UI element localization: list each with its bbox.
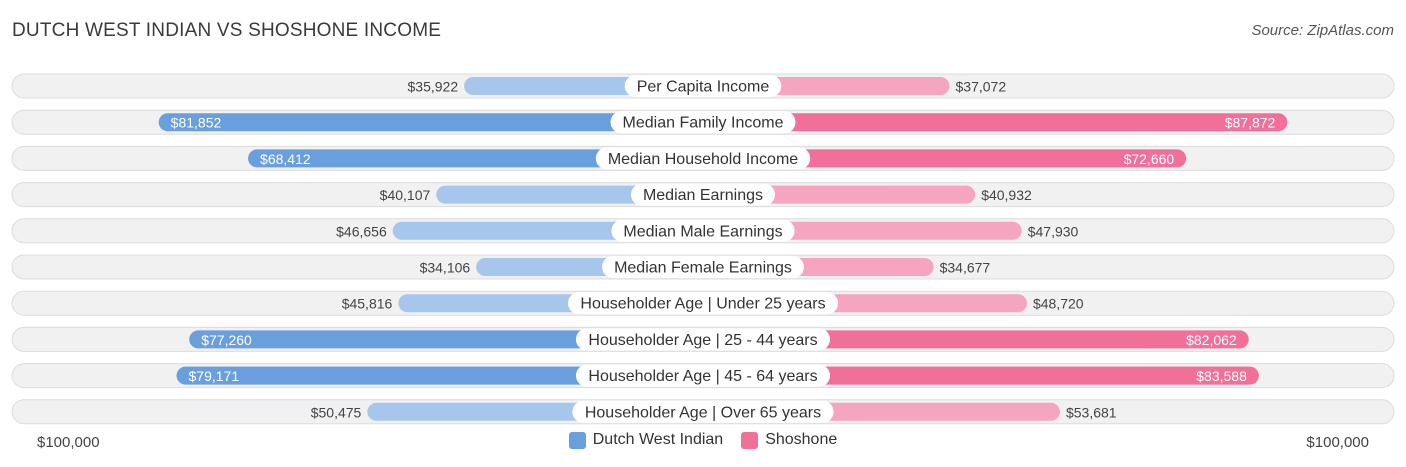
axis-left-label: $100,000	[37, 434, 100, 451]
diverging-bar-chart: $35,922 $37,072 Per Capita Income $81,852 $8…	[11, 73, 1395, 425]
value-label-dutch-west-indian-median-male-earnings: $46,656	[336, 223, 387, 239]
value-label-shoshone-median-earnings: $40,932	[981, 187, 1032, 203]
legend-swatch-shoshone	[741, 431, 759, 449]
category-pill-median-family-income	[610, 111, 796, 134]
category-label-median-male-earnings: Median Male Earnings	[623, 223, 782, 240]
bar-shoshone-householder-age-25-44-years	[703, 330, 1249, 349]
category-pill-median-male-earnings	[611, 219, 795, 242]
source-note: Source: ZipAtlas.com	[1251, 22, 1394, 39]
value-label-dutch-west-indian-median-earnings: $40,107	[380, 187, 431, 203]
category-label-median-household-income: Median Household Income	[608, 151, 798, 168]
legend-item-shoshone[interactable]: Shoshone	[741, 431, 837, 449]
category-label-per-capita-income: Per Capita Income	[637, 79, 770, 96]
value-label-dutch-west-indian-median-family-income: $81,852	[171, 115, 222, 131]
legend-item-dutch-west-indian[interactable]: Dutch West Indian	[568, 431, 724, 449]
category-pill-householder-age-under-25-years	[567, 292, 839, 315]
category-label-householder-age-25-44-years: Householder Age | 25 - 44 years	[588, 332, 817, 349]
axis-right-label: $100,000	[1306, 434, 1369, 451]
category-pill-householder-age-45-64-years	[575, 364, 831, 387]
value-label-shoshone-median-household-income: $72,660	[1124, 151, 1175, 167]
value-label-dutch-west-indian-median-female-earnings: $34,106	[420, 260, 471, 276]
bar-shoshone-median-family-income	[703, 113, 1288, 132]
bar-dutch-west-indian-householder-age-45-64-years	[176, 366, 704, 385]
category-pill-median-household-income	[595, 147, 811, 170]
category-label-householder-age-over-65-years: Householder Age | Over 65 years	[585, 404, 821, 421]
category-pill-householder-age-25-44-years	[575, 328, 831, 351]
value-label-shoshone-householder-age-under-25-years: $48,720	[1033, 296, 1084, 312]
value-label-dutch-west-indian-householder-age-25-44-years: $77,260	[201, 332, 252, 348]
category-label-median-family-income: Median Family Income	[623, 115, 784, 132]
bar-dutch-west-indian-median-family-income	[158, 113, 703, 132]
value-label-dutch-west-indian-householder-age-over-65-years: $50,475	[311, 404, 362, 420]
value-label-shoshone-householder-age-45-64-years: $83,588	[1196, 368, 1247, 384]
value-label-shoshone-householder-age-25-44-years: $82,062	[1186, 332, 1237, 348]
category-pill-median-earnings	[630, 183, 776, 206]
value-label-dutch-west-indian-householder-age-under-25-years: $45,816	[342, 296, 393, 312]
legend-swatch-dutch-west-indian	[568, 431, 586, 449]
value-label-shoshone-median-family-income: $87,872	[1225, 115, 1276, 131]
value-label-dutch-west-indian-householder-age-45-64-years: $79,171	[189, 368, 240, 384]
value-label-dutch-west-indian-median-household-income: $68,412	[260, 151, 311, 167]
category-pill-per-capita-income	[624, 75, 782, 97]
bar-dutch-west-indian-householder-age-25-44-years	[189, 330, 703, 349]
bar-shoshone-median-household-income	[703, 149, 1187, 168]
legend-label: Shoshone	[765, 431, 838, 448]
chart-title: DUTCH WEST INDIAN VS SHOSHONE INCOME	[12, 20, 442, 41]
value-label-shoshone-householder-age-over-65-years: $53,681	[1066, 404, 1117, 420]
category-pill-median-female-earnings	[602, 256, 804, 278]
legend: Dutch West Indian Shoshone	[0, 431, 1406, 449]
bar-dutch-west-indian-median-household-income	[248, 149, 704, 168]
category-label-householder-age-under-25-years: Householder Age | Under 25 years	[580, 296, 825, 313]
category-pill-householder-age-over-65-years	[572, 400, 834, 423]
legend-label: Dutch West Indian	[592, 431, 724, 448]
value-label-shoshone-per-capita-income: $37,072	[956, 79, 1007, 95]
bar-shoshone-householder-age-45-64-years	[703, 366, 1259, 385]
category-label-median-earnings: Median Earnings	[643, 187, 763, 204]
value-label-shoshone-median-female-earnings: $34,677	[940, 260, 991, 276]
category-label-householder-age-45-64-years: Householder Age | 45 - 64 years	[588, 368, 817, 385]
value-label-shoshone-median-male-earnings: $47,930	[1028, 223, 1079, 239]
value-label-dutch-west-indian-per-capita-income: $35,922	[408, 79, 459, 95]
category-label-median-female-earnings: Median Female Earnings	[614, 260, 792, 277]
